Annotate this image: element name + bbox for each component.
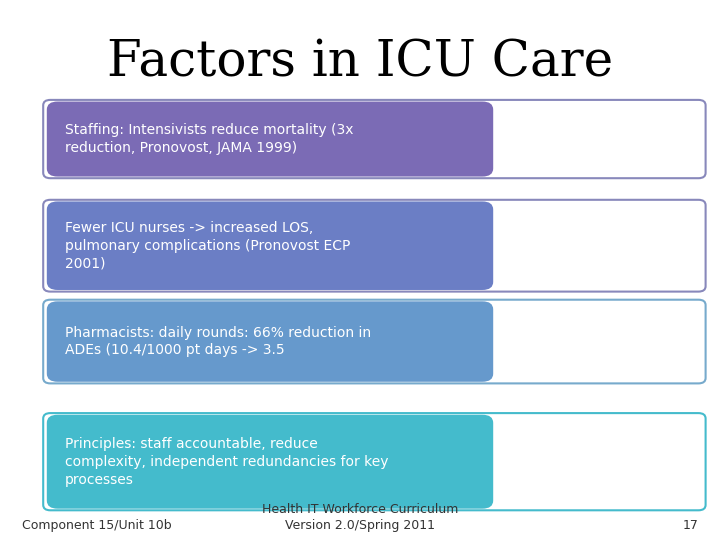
Text: Fewer ICU nurses -> increased LOS,
pulmonary complications (Pronovost ECP
2001): Fewer ICU nurses -> increased LOS, pulmo…: [65, 221, 350, 271]
Text: Pharmacists: daily rounds: 66% reduction in
ADEs (10.4/1000 pt days -> 3.5: Pharmacists: daily rounds: 66% reduction…: [65, 326, 371, 357]
FancyBboxPatch shape: [47, 301, 493, 382]
FancyBboxPatch shape: [47, 102, 493, 177]
Text: Health IT Workforce Curriculum
Version 2.0/Spring 2011: Health IT Workforce Curriculum Version 2…: [262, 503, 458, 532]
Text: 17: 17: [683, 519, 698, 532]
Text: Principles: staff accountable, reduce
complexity, independent redundancies for k: Principles: staff accountable, reduce co…: [65, 437, 388, 487]
FancyBboxPatch shape: [43, 413, 706, 510]
FancyBboxPatch shape: [43, 200, 706, 292]
Text: Component 15/Unit 10b: Component 15/Unit 10b: [22, 519, 171, 532]
FancyBboxPatch shape: [47, 415, 493, 509]
FancyBboxPatch shape: [43, 300, 706, 383]
Text: Staffing: Intensivists reduce mortality (3x
reduction, Pronovost, JAMA 1999): Staffing: Intensivists reduce mortality …: [65, 123, 354, 155]
Text: Factors in ICU Care: Factors in ICU Care: [107, 38, 613, 87]
FancyBboxPatch shape: [43, 100, 706, 178]
FancyBboxPatch shape: [47, 201, 493, 290]
